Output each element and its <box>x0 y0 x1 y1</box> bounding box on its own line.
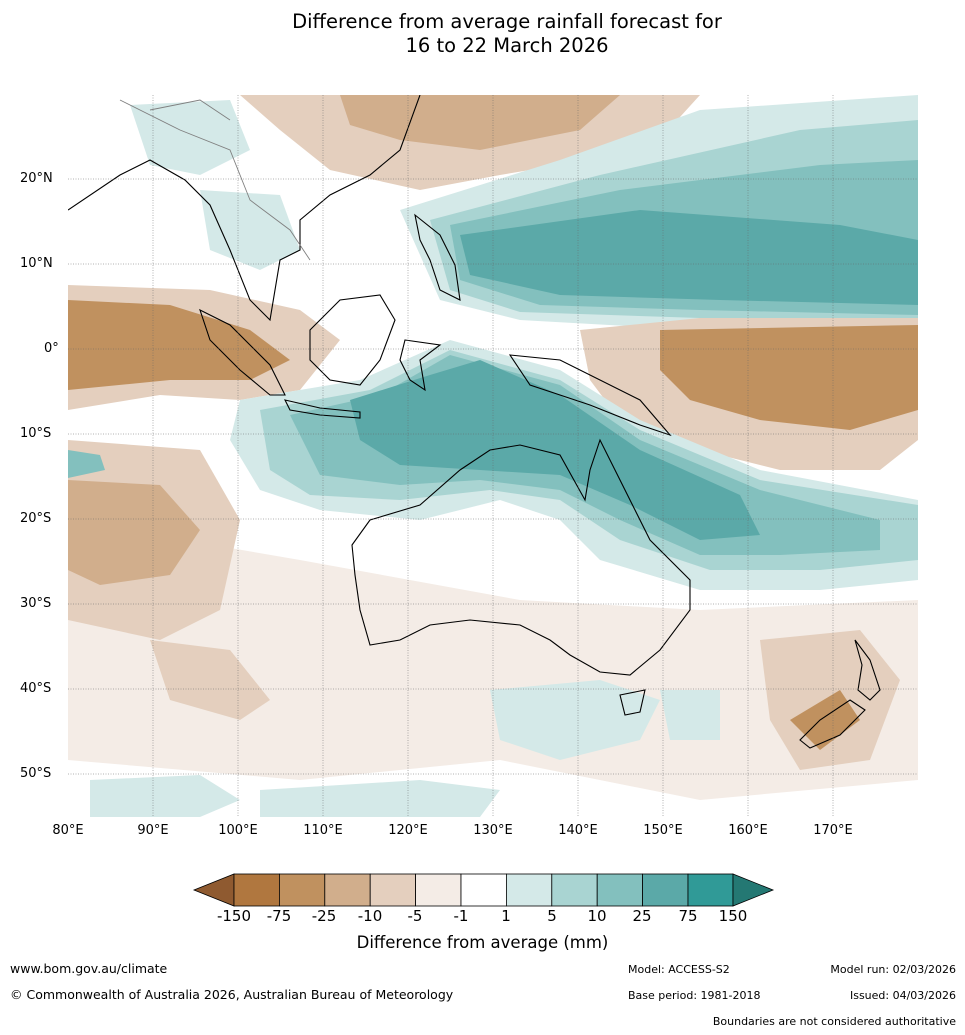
new-zealand-south-coastline <box>799 699 866 749</box>
colorbar-title: Difference from average (mm) <box>356 933 609 952</box>
australia-wet-core <box>350 360 760 540</box>
borneo-coastline <box>309 294 396 386</box>
lat-label-30s: 30°S <box>20 596 52 611</box>
lon-label-130e: 130°E <box>473 823 513 838</box>
southern-ocean-wet-4 <box>260 780 500 817</box>
colorbar-min-arrow <box>192 873 235 907</box>
colorbar-tick-label: -10 <box>357 907 383 925</box>
graticule <box>68 95 918 817</box>
colorbar-tick-label: -25 <box>311 907 337 925</box>
indochina-wet <box>200 190 300 270</box>
issued-date: Issued: 04/03/2026 <box>849 989 956 1002</box>
colorbar-bin-9 <box>596 873 644 907</box>
philippines-coastline <box>414 213 461 301</box>
equatorial-indian-dry-inner <box>68 300 290 390</box>
colorbar-bin-8 <box>551 873 598 907</box>
colorbar-max-arrow <box>732 873 775 907</box>
colorbar-bin-10 <box>642 873 689 907</box>
colorbar-bin-6 <box>460 873 507 907</box>
colorbar-tick-label: 150 <box>718 907 748 925</box>
title-line-1: Difference from average rainfall forecas… <box>292 10 722 33</box>
boundary-disclaimer: Boundaries are not considered authoritat… <box>712 1015 956 1028</box>
colorbar-tick-label: 1 <box>501 907 511 925</box>
new-zealand-north-coastline <box>854 639 881 701</box>
equatorial-pacific-dry-core <box>660 325 918 430</box>
base-period: Base period: 1981-2018 <box>628 989 761 1002</box>
lon-label-120e: 120°E <box>388 823 428 838</box>
lat-label-20n: 20°N <box>20 171 53 186</box>
sulawesi-coastline <box>399 339 442 392</box>
colorbar-tick-label: -75 <box>266 907 292 925</box>
lat-label-40s: 40°S <box>20 681 52 696</box>
colorbar-tick-label: 75 <box>678 907 698 925</box>
east-asia-dry-core <box>340 95 620 150</box>
west-indian-wet-patch <box>68 450 105 478</box>
coastlines <box>68 95 881 749</box>
colorbar-tick-label: 5 <box>547 907 557 925</box>
australia-coastline <box>351 438 691 676</box>
lon-label-80e: 80°E <box>52 823 84 838</box>
lon-label-140e: 140°E <box>558 823 598 838</box>
southern-ocean-wet-3 <box>90 775 240 817</box>
lat-label-20s: 20°S <box>20 511 52 526</box>
lat-label-50s: 50°S <box>20 766 52 781</box>
lon-label-150e: 150°E <box>643 823 683 838</box>
lat-label-10s: 10°S <box>20 426 52 441</box>
lon-label-90e: 90°E <box>137 823 169 838</box>
lon-label-110e: 110°E <box>303 823 343 838</box>
lat-label-10n: 10°N <box>20 256 53 271</box>
colorbar-bin-3 <box>324 873 371 907</box>
colorbar-bin-5 <box>415 873 462 907</box>
model-run-date: Model run: 02/03/2026 <box>830 963 956 976</box>
colorbar-tick-label: -150 <box>216 907 252 925</box>
copyright-text: © Commonwealth of Australia 2026, Austra… <box>10 987 454 1002</box>
title-line-2: 16 to 22 March 2026 <box>405 34 609 57</box>
website-link[interactable]: www.bom.gov.au/climate <box>10 961 168 976</box>
mainland-sea-asia-wet <box>130 100 250 175</box>
colorbar-bin-11 <box>687 873 734 907</box>
west-indian-ocean-dry-core <box>68 480 200 585</box>
model-name: Model: ACCESS-S2 <box>628 963 730 976</box>
tasmania-coastline <box>619 689 646 716</box>
country-boundaries <box>119 99 311 261</box>
colorbar <box>192 873 775 907</box>
southern-ocean-wet-2 <box>660 690 720 740</box>
new-guinea-coastline <box>508 354 672 437</box>
lon-label-170e: 170°E <box>813 823 853 838</box>
map-title: Difference from average rainfall forecas… <box>0 10 965 58</box>
java-coastline <box>283 399 361 419</box>
sumatra-coastline <box>199 308 286 396</box>
lat-label-equator: 0° <box>44 341 59 356</box>
colorbar-tick-label: -1 <box>453 907 469 925</box>
colorbar-tick-label: 25 <box>632 907 652 925</box>
colorbar-tick-label: -5 <box>407 907 423 925</box>
southern-ocean-wet-1 <box>490 680 660 760</box>
colorbar-bin-7 <box>505 873 553 907</box>
colorbar-bin-1 <box>233 873 280 907</box>
lon-label-160e: 160°E <box>728 823 768 838</box>
colorbar-tick-label: 10 <box>587 907 607 925</box>
asia-coastline <box>68 95 421 322</box>
map-plot-area <box>68 95 918 817</box>
south-indian-brown-patch <box>150 640 270 720</box>
colorbar-bin-4 <box>369 873 417 907</box>
north-pacific-wet-core <box>460 210 918 305</box>
colorbar-bin-2 <box>278 873 326 907</box>
lon-label-100e: 100°E <box>218 823 258 838</box>
